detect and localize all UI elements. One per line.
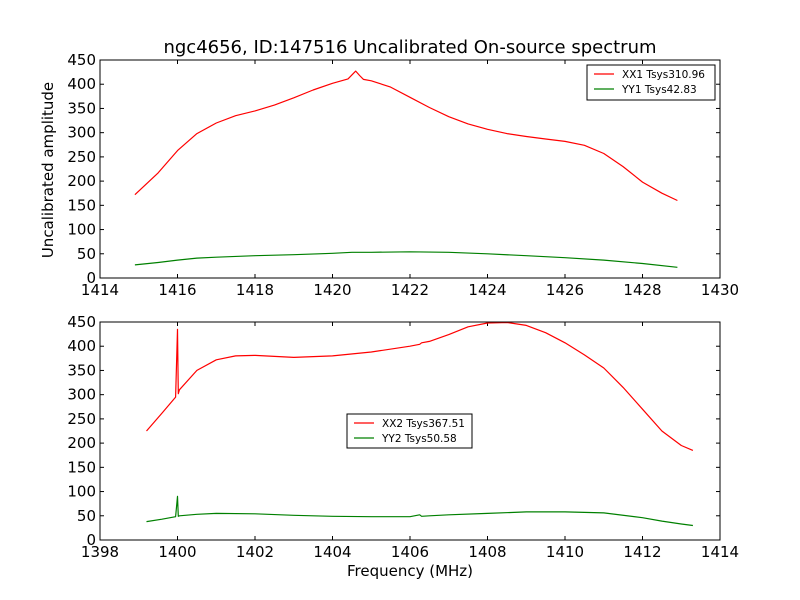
bottom-series-line-xx2 (146, 321, 694, 451)
top-legend-box (586, 64, 716, 101)
bottom-x-tick-label: 1410 (546, 543, 584, 561)
top-x-tick-label: 1424 (468, 281, 506, 299)
bottom-y-tick-label: 450 (67, 313, 96, 331)
top-y-tick-label: 0 (86, 269, 96, 287)
bottom-y-tick-label: 250 (67, 410, 96, 428)
top-x-tick-label: 1428 (623, 281, 661, 299)
top-y-tick-label: 100 (67, 221, 96, 239)
bottom-x-tick-label: 1404 (313, 543, 351, 561)
bottom-y-tick-label: 350 (67, 361, 96, 379)
bottom-x-tick-label: 1398 (81, 543, 119, 561)
top-y-axis-title: Uncalibrated amplitude (39, 82, 57, 258)
top-y-tick-label: 200 (67, 172, 96, 190)
chart-title: ngc4656, ID:147516 Uncalibrated On-sourc… (163, 37, 656, 58)
bottom-legend-box (346, 413, 473, 449)
bottom-x-tick-label: 1400 (158, 543, 196, 561)
bottom-series-lines (146, 321, 694, 527)
top-legend: XX1 Tsys310.96 YY1 Tsys42.83 (586, 64, 716, 101)
bottom-y-tick-label: 400 (67, 337, 96, 355)
bottom-series-line-yy2 (146, 495, 693, 527)
top-y-tick-label: 150 (67, 196, 96, 214)
bottom-y-tick-label: 0 (86, 531, 96, 549)
top-x-tick-label: 1426 (546, 281, 584, 299)
bottom-plot-frame (99, 321, 721, 541)
top-x-tick-label: 1418 (236, 281, 274, 299)
top-y-tick-label: 450 (67, 51, 96, 69)
bottom-x-tick-label: 1414 (701, 543, 739, 561)
bottom-x-tick-label: 1406 (391, 543, 429, 561)
bottom-ticks: 1398 1400 1402 1404 1406 1408 1410 1412 1414 0 50 1… (67, 313, 739, 561)
top-series-line-xx1 (134, 70, 678, 202)
top-panel: ngc4656, ID:147516 Uncalibrated On-sourc… (39, 37, 739, 299)
top-x-tick-label: 1422 (391, 281, 429, 299)
top-x-tick-label: 1416 (158, 281, 196, 299)
top-x-tick-label: 1414 (81, 281, 119, 299)
top-y-tick-label: 250 (67, 148, 96, 166)
top-x-tick-label: 1430 (701, 281, 739, 299)
bottom-legend: XX2 Tsys367.51 YY2 Tsys50.58 (346, 413, 473, 449)
top-y-tick-label: 50 (77, 245, 96, 263)
bottom-legend-label-xx2: XX2 Tsys367.51 (382, 418, 465, 430)
top-y-tick-label: 350 (67, 99, 96, 117)
top-legend-label-xx1: XX1 Tsys310.96 (622, 69, 705, 81)
top-y-tick-label: 400 (67, 75, 96, 93)
bottom-x-tick-label: 1408 (468, 543, 506, 561)
bottom-y-tick-label: 300 (67, 386, 96, 404)
bottom-y-tick-label: 150 (67, 458, 96, 476)
top-series-line-yy1 (134, 251, 678, 268)
top-y-tick-label: 300 (67, 124, 96, 142)
bottom-panel: Frequency (MHz) 1398 1400 1402 1404 1406 1408… (67, 313, 739, 580)
bottom-y-tick-label: 200 (67, 434, 96, 452)
top-ticks: 1414 1416 1418 1420 1422 1424 1426 1428 1430 0 50 1… (67, 51, 739, 299)
bottom-x-axis-title: Frequency (MHz) (347, 562, 473, 580)
top-series-lines (134, 70, 678, 268)
top-x-tick-label: 1420 (313, 281, 351, 299)
top-plot-frame (99, 59, 721, 279)
bottom-x-tick-label: 1412 (623, 543, 661, 561)
bottom-y-tick-label: 100 (67, 483, 96, 501)
bottom-legend-label-yy2: YY2 Tsys50.58 (381, 433, 457, 445)
top-legend-label-yy1: YY1 Tsys42.83 (621, 84, 697, 96)
bottom-y-tick-label: 50 (77, 507, 96, 525)
bottom-x-tick-label: 1402 (236, 543, 274, 561)
